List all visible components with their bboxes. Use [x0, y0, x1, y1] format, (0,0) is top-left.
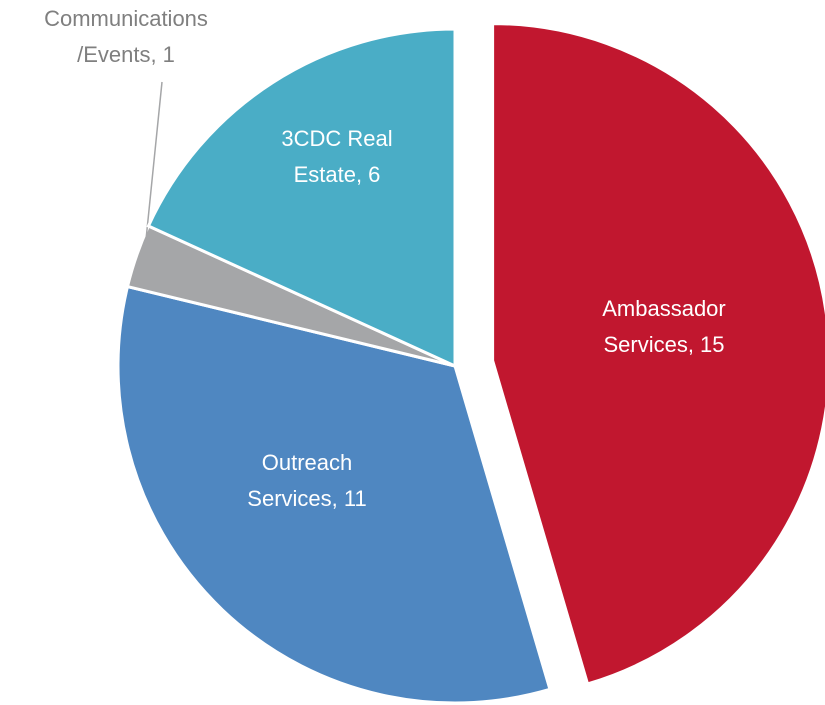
- data-label-line: /Events, 1: [77, 42, 175, 67]
- data-label: Outreach Services, 11: [247, 450, 366, 511]
- pie-slice: [146, 27, 457, 369]
- leader-line: [143, 81, 163, 259]
- pie-slice: [116, 284, 552, 705]
- data-label-line: Outreach: [262, 450, 353, 475]
- data-label: Ambassador Services, 15: [602, 296, 726, 357]
- pie-slice: [491, 22, 825, 686]
- data-label-line: Services, 15: [603, 332, 724, 357]
- data-label-line: 3CDC Real: [281, 126, 392, 151]
- data-label-line: Services, 11: [247, 486, 366, 511]
- data-label-line: Estate, 6: [294, 162, 381, 187]
- data-label-line: Communications: [44, 6, 208, 31]
- data-label-line: Ambassador: [602, 296, 726, 321]
- data-label: Communications/Events, 1: [44, 6, 208, 67]
- data-label: 3CDC Real Estate, 6: [281, 126, 392, 187]
